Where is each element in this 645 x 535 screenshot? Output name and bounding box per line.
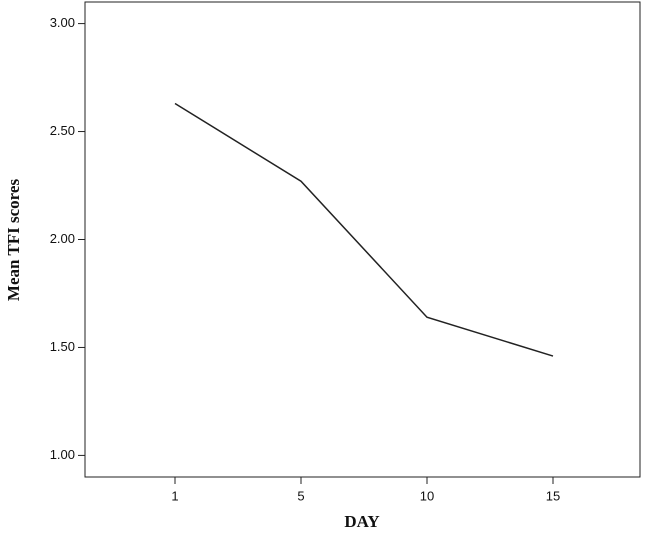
plot-frame <box>84 1 641 478</box>
x-tick-label: 15 <box>546 488 560 503</box>
y-tick-label: 2.00 <box>50 231 75 246</box>
x-tick-label: 1 <box>171 488 178 503</box>
y-tick-label: 3.00 <box>50 15 75 30</box>
x-tick-label: 10 <box>420 488 434 503</box>
y-axis-title: Mean TFI scores <box>4 179 23 302</box>
y-tick-label: 1.50 <box>50 339 75 354</box>
y-tick-label: 1.00 <box>50 447 75 462</box>
data-line <box>174 102 554 357</box>
x-axis-title: DAY <box>344 512 379 531</box>
x-tick-label: 5 <box>297 488 304 503</box>
y-tick-label: 2.50 <box>50 123 75 138</box>
